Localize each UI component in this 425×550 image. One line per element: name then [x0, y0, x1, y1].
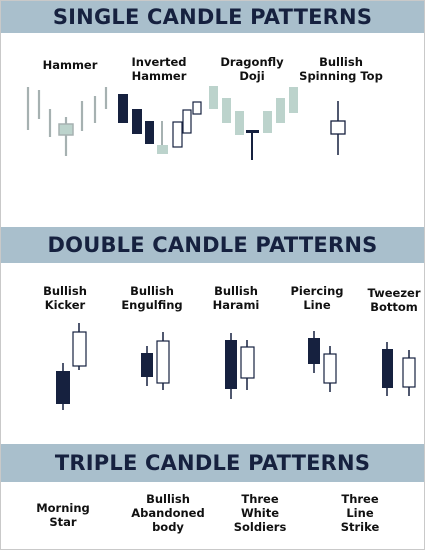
inverted-hammer-bear-2	[132, 109, 142, 134]
tweezer-bottom-label: Tweezer Bottom	[367, 286, 421, 314]
bullish-harami-candles	[225, 333, 255, 399]
bullish-engulfing-candles	[141, 332, 170, 390]
kicker-bull-body	[72, 331, 87, 367]
double-candle-title: DOUBLE CANDLE PATTERNS	[47, 233, 378, 257]
spinning-top-body	[330, 120, 346, 135]
bullish-harami-label: Bullish Harami	[212, 284, 260, 312]
dragonfly-muted-2	[222, 98, 231, 123]
dragonfly-muted-3	[235, 111, 244, 135]
dragonfly-muted-6	[289, 87, 298, 113]
dragonfly-doji-candles	[209, 86, 298, 160]
bullish-spinning-top-label: Bullish Spinning Top	[299, 55, 383, 83]
engulfing-bear-body	[141, 353, 153, 377]
double-candle-banner: DOUBLE CANDLE PATTERNS	[1, 227, 424, 263]
hammer-body	[58, 123, 74, 136]
inverted-hammer-bull-1	[172, 121, 183, 148]
inverted-hammer-candles	[118, 94, 202, 154]
inverted-hammer-bull-2	[182, 109, 192, 134]
triple-candle-banner: TRIPLE CANDLE PATTERNS	[1, 444, 424, 482]
three-white-soldiers-label: Three White Soldiers	[233, 492, 287, 534]
dragonfly-muted-4	[263, 111, 272, 133]
dragonfly-muted-1	[209, 86, 218, 109]
inverted-hammer-bear-3	[145, 121, 154, 144]
morning-star-label: Morning Star	[36, 501, 90, 529]
dragonfly-doji-label: Dragonfly Doji	[220, 55, 284, 83]
dragonfly-doji-body	[246, 130, 259, 133]
single-candle-title: SINGLE CANDLE PATTERNS	[52, 5, 373, 29]
bullish-kicker-label: Bullish Kicker	[43, 284, 87, 312]
harami-bear-body	[225, 340, 237, 389]
inverted-hammer-bear-1	[118, 94, 128, 123]
piercing-bull-body	[323, 353, 337, 384]
bullish-kicker-candles	[56, 323, 87, 410]
triple-candle-title: TRIPLE CANDLE PATTERNS	[54, 451, 371, 475]
hammer-label: Hammer	[42, 58, 98, 72]
dragonfly-muted-5	[276, 98, 285, 123]
tweezer-bear-body	[382, 349, 393, 388]
engulfing-bull-body	[156, 340, 170, 384]
bullish-abandoned-body-label: Bullish Abandoned body	[131, 492, 205, 534]
piercing-line-candles	[308, 331, 337, 392]
tweezer-bull-body	[402, 357, 416, 388]
inverted-hammer-bull-3	[192, 101, 202, 115]
hammer-candles	[26, 87, 108, 156]
three-line-strike-label: Three Line Strike	[340, 492, 380, 534]
kicker-bear-body	[56, 371, 70, 404]
piercing-bear-body	[308, 338, 320, 364]
inverted-hammer-label: Inverted Hammer	[131, 55, 187, 83]
piercing-line-label: Piercing Line	[290, 284, 344, 312]
tweezer-bottom-candles	[382, 342, 416, 396]
bullish-spinning-top-candle	[330, 101, 346, 155]
bullish-engulfing-label: Bullish Engulfing	[121, 284, 183, 312]
single-candle-banner: SINGLE CANDLE PATTERNS	[1, 1, 424, 33]
harami-bull-body	[240, 346, 255, 379]
inverted-hammer-body	[157, 145, 168, 154]
